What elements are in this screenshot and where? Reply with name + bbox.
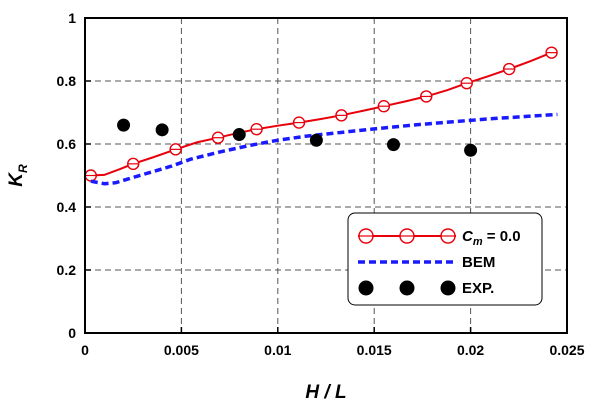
legend: Cm = 0.0 BEM EXP.	[347, 212, 543, 306]
legend-item-exp: EXP.	[358, 280, 494, 297]
legend-label-main: BEM	[462, 254, 495, 271]
series-exp-point	[232, 128, 246, 142]
series-bem	[90, 112, 558, 186]
x-tick-label: 0.005	[164, 342, 199, 358]
legend-label: EXP.	[462, 280, 494, 297]
x-axis-title: H / L	[305, 382, 346, 403]
legend-label-subscript: m	[473, 236, 483, 248]
y-tick-label: 0.2	[57, 262, 77, 278]
plot-frame	[84, 17, 568, 334]
y-axis-title-main: K	[6, 172, 27, 187]
legend-swatch-marker	[358, 280, 374, 296]
y-tick-label: 0.6	[57, 136, 77, 152]
legend-swatch-marker	[399, 280, 415, 296]
y-tick-label: 0.4	[57, 199, 77, 215]
axis-ticks: 0 0.005 0.01 0.015 0.02 0.025 0 0.2 0.4 0.6 0.8 1	[57, 10, 585, 358]
x-tick-label: 0.02	[457, 342, 484, 358]
legend-label: Cm = 0.0	[462, 228, 521, 248]
series-exp-point	[155, 123, 169, 137]
series-exp-point	[117, 118, 131, 132]
legend-label: BEM	[462, 254, 495, 271]
y-axis-title-subscript: R	[16, 164, 30, 173]
series-cm-line	[90, 51, 552, 177]
x-tick-label: 0.015	[357, 342, 392, 358]
legend-swatch-marker	[440, 280, 456, 296]
series-layer	[84, 46, 558, 186]
series-exp-point	[386, 138, 400, 152]
legend-label-rest: = 0.0	[483, 228, 521, 245]
legend-label-main: C	[462, 228, 474, 245]
x-tick-label: 0.025	[549, 342, 584, 358]
legend-item-cm: Cm = 0.0	[358, 228, 521, 248]
x-tick-label: 0	[81, 342, 89, 358]
y-axis-title: KR	[6, 164, 30, 187]
series-exp-point	[309, 133, 323, 147]
series-cm	[84, 46, 558, 182]
legend-item-bem: BEM	[358, 254, 495, 271]
y-tick-label: 1	[68, 10, 76, 26]
series-exp-point	[464, 143, 478, 157]
y-tick-label: 0	[68, 325, 76, 341]
x-tick-label: 0.01	[264, 342, 291, 358]
series-bem-line	[90, 112, 558, 186]
series-exp	[117, 118, 478, 157]
y-tick-label: 0.8	[57, 73, 77, 89]
legend-label-main: EXP.	[462, 280, 494, 297]
